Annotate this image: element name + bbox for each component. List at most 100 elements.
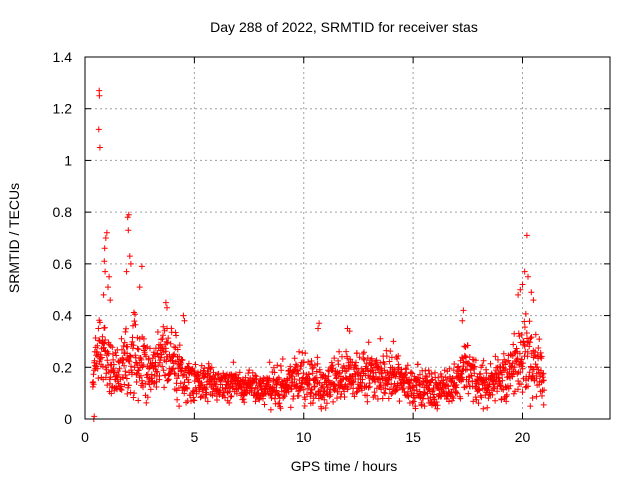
data-point [364,392,371,399]
chart-title: Day 288 of 2022, SRMTID for receiver sta… [210,19,478,35]
data-point [278,388,285,395]
data-point [226,399,233,406]
data-point [303,391,310,398]
data-point [159,336,166,342]
data-point [364,398,371,405]
data-point [122,372,129,378]
data-point [156,372,163,379]
data-point [511,364,518,371]
data-point [160,367,167,374]
y-tick-labels: 0 0.2 0.4 0.6 0.8 1 1.2 1.4 [53,49,73,427]
data-point [121,362,128,369]
data-point [461,343,468,350]
data-point [151,363,158,370]
data-point [171,351,178,358]
x-tick-label: 5 [190,429,198,445]
data-point [519,281,526,288]
data-point [267,406,274,413]
data-point [540,377,547,384]
data-point [154,329,161,335]
data-point [90,371,97,378]
data-point [409,399,416,406]
data-point [163,338,170,345]
data-point [411,387,418,394]
y-tick-label: 1.4 [53,49,73,65]
data-point [475,400,482,407]
data-point [164,377,171,384]
data-point [458,371,465,377]
data-point [135,397,142,404]
data-point [381,389,388,396]
data-point [464,366,471,373]
data-point [535,345,542,351]
data-point [446,398,452,405]
data-point [499,371,506,378]
data-point [134,345,141,352]
data-point [343,348,350,355]
data-point [240,396,247,403]
data-point [180,312,187,319]
data-point [99,333,106,340]
data-point [334,388,341,395]
data-point [492,353,499,360]
data-point [527,335,534,342]
data-point [480,405,487,412]
data-point [301,403,308,409]
data-point [279,356,286,362]
data-point [236,369,243,376]
data-point [322,405,329,411]
data-point [469,378,476,384]
data-point [450,395,457,402]
data-point [172,371,179,378]
data-point [123,325,129,332]
data-point [379,395,386,402]
data-point [497,382,504,389]
data-point [140,335,147,342]
data-point [126,358,133,365]
data-point [204,398,211,405]
data-point [165,335,172,342]
data-point [366,383,373,390]
data-point [454,390,461,397]
data-point [496,375,503,382]
data-point [233,390,240,397]
y-tick-label: 0 [64,411,72,427]
data-point [274,390,281,397]
data-point [101,324,108,331]
data-point [478,394,485,401]
data-point [151,349,157,356]
data-point [393,387,400,394]
data-point [266,359,273,366]
data-point [300,370,307,377]
data-point [517,369,524,376]
data-point [127,260,134,267]
data-point [90,381,97,388]
data-point [143,399,150,406]
data-point [146,381,153,388]
data-point [537,349,544,356]
data-point [530,372,536,379]
data-point [219,377,225,384]
data-point [295,392,302,399]
data-point [404,362,411,369]
data-point [311,362,318,369]
y-tick-label: 0.8 [53,204,73,220]
data-point [526,369,533,376]
data-point [190,394,197,401]
data-point [124,343,131,350]
data-point [522,310,529,317]
data-point [444,376,450,383]
data-point [521,324,528,331]
data-point [314,360,321,367]
data-point [359,376,366,383]
data-point [377,359,384,366]
data-point [482,392,489,399]
data-point [198,379,205,386]
data-point [100,291,107,298]
data-point [96,337,102,344]
data-point [523,232,530,239]
data-point [388,381,395,388]
data-point [449,393,456,400]
data-point [105,284,111,291]
data-point [106,273,113,280]
